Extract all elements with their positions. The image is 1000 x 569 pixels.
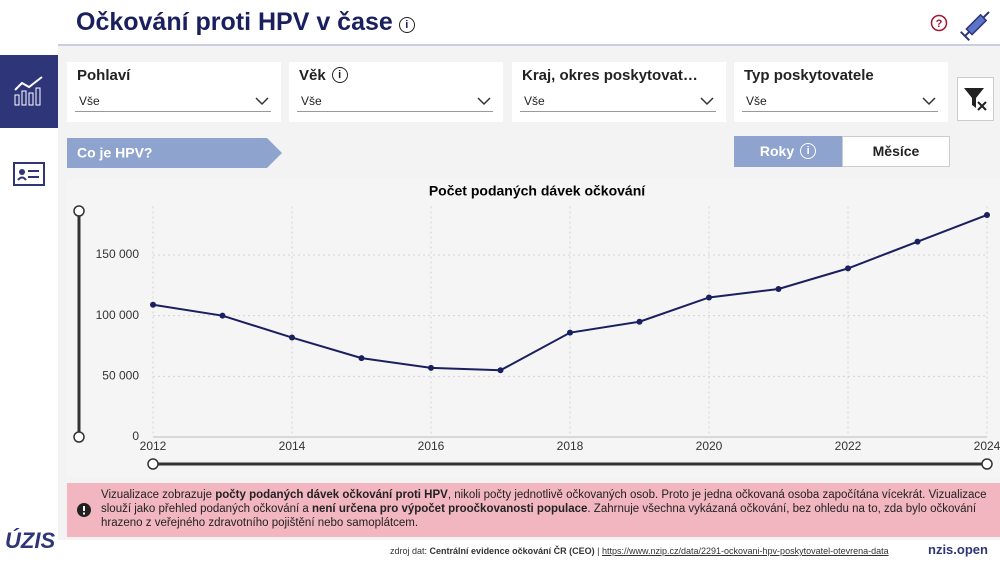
data-point	[219, 312, 226, 319]
notice-part: Vizualizace zobrazuje	[101, 489, 216, 501]
data-point	[984, 211, 990, 218]
dropdown-arrow	[255, 97, 269, 106]
toggle-label: Roky	[759, 143, 795, 159]
chevron	[922, 97, 936, 106]
dropdown-arrow	[922, 97, 936, 106]
page-title: Očkování proti HPV v čase i	[76, 8, 415, 37]
notice-text: Vizualizace zobrazuje počty podaných dáv…	[101, 488, 988, 530]
data-point	[914, 238, 921, 245]
separator: |	[597, 546, 600, 556]
y-tick-label: 50 000	[102, 369, 139, 383]
syringe-icon	[960, 11, 990, 41]
filter-value: Vše	[524, 94, 545, 108]
filter-label: Typ poskytovatele	[744, 67, 874, 84]
source-label: zdroj dat:	[390, 546, 428, 556]
info-icon[interactable]: i	[398, 17, 415, 33]
info-icon[interactable]: i	[800, 143, 817, 159]
filter-label-text: Pohlaví	[77, 67, 131, 84]
filter-card: Typ poskytovatele Vše	[734, 62, 948, 122]
filter-icon	[964, 88, 987, 111]
nzis-logo: nzis.open	[928, 542, 988, 557]
hpv-banner[interactable]: Co je HPV?	[67, 138, 283, 168]
filter-select[interactable]: Vše	[520, 92, 716, 112]
chart-icon	[14, 76, 43, 106]
chevron	[700, 97, 714, 106]
x-tick-label: 2012	[140, 439, 167, 453]
filter-select[interactable]: Vše	[742, 92, 938, 112]
data-point	[636, 318, 643, 325]
sidebar: ÚZIS	[0, 0, 58, 569]
notice-part: počty podaných dávek očkování proti HPV	[215, 489, 448, 501]
x-tick-label: 2014	[279, 439, 306, 453]
data-point	[567, 329, 573, 336]
slider-handle[interactable]	[147, 458, 159, 470]
data-point	[150, 301, 156, 308]
source: zdroj dat: Centrální evidence očkování Č…	[390, 546, 889, 556]
filter-value: Vše	[301, 94, 322, 108]
data-point	[775, 285, 782, 292]
filter-label-text: Typ poskytovatele	[744, 67, 874, 84]
footer: zdroj dat: Centrální evidence očkování Č…	[58, 540, 1000, 569]
chart: Počet podaných dávek očkování 0 50 000 100…	[73, 183, 1000, 470]
notice-part: , nikoli počty jednotlivě očkovaných oso…	[101, 489, 987, 515]
nav-chart[interactable]	[0, 55, 58, 128]
y-tick-label: 0	[132, 429, 139, 443]
chart-panel: Počet podaných dávek očkování 0 50 000 100…	[67, 178, 1000, 477]
filter-label: Pohlaví	[77, 67, 130, 84]
x-tick-label: 2022	[835, 439, 862, 453]
y-tick-label: 100 000	[96, 308, 140, 322]
notice: Vizualizace zobrazuje počty podaných dáv…	[67, 483, 1000, 537]
y-tick-label: 150 000	[96, 247, 140, 261]
filter-label-text: Kraj, okres poskytovat…	[522, 67, 698, 84]
filter-card: Věk i Vše	[289, 62, 503, 122]
toggle-years[interactable]: Roky i	[734, 136, 842, 167]
data-point	[289, 334, 295, 341]
data-point	[706, 294, 712, 301]
slider-handle[interactable]	[73, 431, 85, 443]
hpv-button-text: Co je HPV?	[77, 145, 152, 161]
help-icon[interactable]: ?	[930, 14, 948, 32]
chevron	[255, 97, 269, 106]
filter-card: Kraj, okres poskytovat… Vše	[512, 62, 726, 122]
clear-filters[interactable]	[957, 77, 994, 121]
filter-card: Pohlaví Vše	[67, 62, 281, 122]
source-link[interactable]: https://www.nzip.cz/data/2291-ockovani-h…	[601, 546, 889, 556]
uzis-logo: ÚZIS	[5, 528, 56, 553]
notice-part: . Zahrnuje všechna vykázaná očkování, be…	[101, 503, 977, 529]
data-point	[845, 265, 851, 272]
filter-value: Vše	[79, 94, 100, 108]
source-name: Centrální evidence očkování ČR (CEO)	[429, 546, 595, 556]
header: Očkování proti HPV v čase i ?	[58, 0, 1000, 46]
dropdown-arrow	[477, 97, 491, 106]
dropdown-arrow	[700, 97, 714, 106]
filter-select[interactable]: Vše	[297, 92, 493, 112]
chart-title: Počet podaných dávek očkování	[429, 183, 646, 199]
title-text: Očkování proti HPV v čase	[76, 8, 393, 36]
filter-label: Kraj, okres poskytovat…	[522, 67, 698, 84]
filter-label-text: Věk	[299, 67, 326, 84]
chevron	[477, 97, 491, 106]
toggle-months[interactable]: Měsíce	[842, 136, 950, 167]
data-point	[497, 367, 504, 374]
info-icon[interactable]: i	[331, 67, 348, 83]
slider-handle[interactable]	[981, 458, 993, 470]
x-tick-label: 2016	[418, 439, 445, 453]
nav-card[interactable]	[13, 162, 45, 188]
data-point	[428, 364, 434, 371]
x-tick-label: 2018	[557, 439, 584, 453]
x-tick-label: 2020	[696, 439, 723, 453]
warning-icon	[77, 503, 91, 517]
filter-select[interactable]: Vše	[75, 92, 271, 112]
svg-text:?: ?	[936, 18, 943, 30]
notice-part: není určena pro výpočet proočkovanosti p…	[311, 503, 588, 515]
slider-handle[interactable]	[73, 205, 85, 217]
data-point	[358, 355, 365, 362]
filter-label: Věk i	[299, 67, 348, 84]
x-tick-label: 2024	[974, 439, 1000, 453]
filter-value: Vše	[746, 94, 767, 108]
